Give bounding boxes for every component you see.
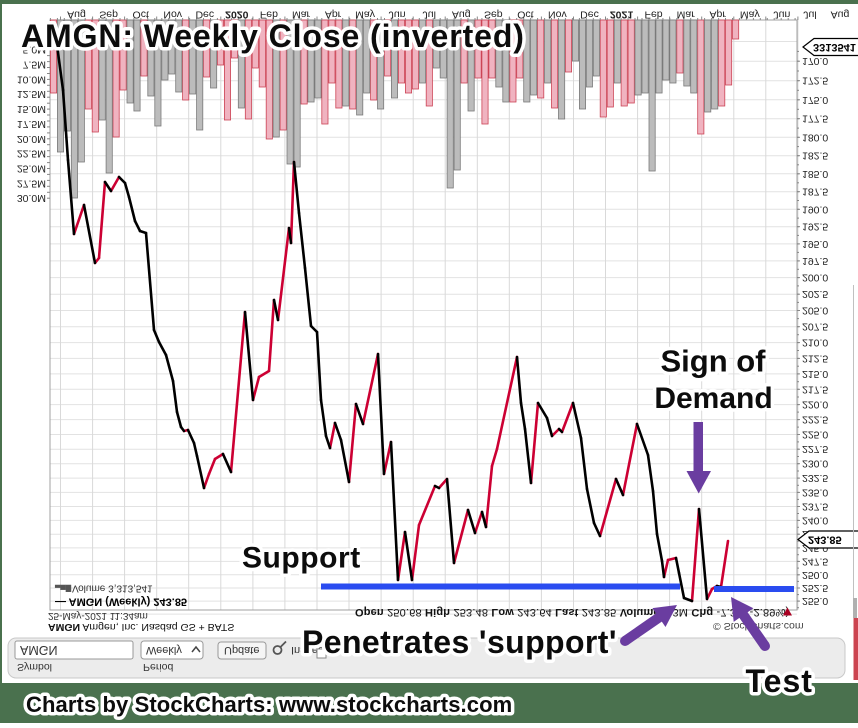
svg-text:202.5: 202.5 [802,288,828,300]
svg-text:AMGN Amgen, Inc. Nasdaq GS + B: AMGN Amgen, Inc. Nasdaq GS + BATS [48,621,234,633]
svg-text:205.0: 205.0 [802,305,828,317]
svg-text:182.5: 182.5 [802,150,828,162]
svg-text:195.0: 195.0 [802,238,828,250]
svg-text:200.0: 200.0 [802,272,828,284]
svg-text:3313541: 3313541 [813,41,856,53]
svg-text:2021: 2021 [610,9,634,21]
svg-text:212.5: 212.5 [802,352,828,364]
svg-text:Support: Support [242,542,361,575]
svg-text:230.0: 230.0 [802,458,828,470]
svg-text:175.0: 175.0 [802,94,828,106]
svg-text:252.5: 252.5 [802,582,828,594]
svg-text:220.0: 220.0 [802,399,828,411]
svg-text:Open 250.68 High 253.48 Low 24: Open 250.68 High 253.48 Low 243.64 Last … [355,606,789,618]
svg-text:235.0: 235.0 [802,486,828,498]
svg-text:Volume 3,313,541: Volume 3,313,541 [72,583,153,594]
svg-text:185.0: 185.0 [802,168,828,180]
svg-text:Charts by StockCharts: www.st: Charts by StockCharts: www.stockcharts.c… [26,692,512,717]
svg-text:— AMGN (Weekly) 243.85: — AMGN (Weekly) 243.85 [55,596,187,608]
svg-text:15.0M: 15.0M [17,103,46,115]
svg-text:Demand: Demand [654,382,772,415]
svg-text:Symbol: Symbol [17,661,52,673]
svg-text:225.0: 225.0 [802,429,828,441]
svg-text:180.0: 180.0 [802,131,828,143]
svg-text:Update: Update [224,644,259,656]
svg-text:Sign of: Sign of [660,344,766,379]
svg-text:Mar: Mar [677,9,696,21]
svg-text:Nov: Nov [548,9,567,21]
svg-text:227.5: 227.5 [802,443,828,455]
svg-text:237.5: 237.5 [802,501,828,513]
svg-text:17.5M: 17.5M [17,118,46,130]
svg-text:192.5: 192.5 [802,221,828,233]
svg-text:Jun: Jun [773,9,790,21]
svg-text:20.0M: 20.0M [17,133,46,145]
svg-text:172.5: 172.5 [802,75,828,87]
svg-text:12.5M: 12.5M [17,88,46,100]
svg-text:177.5: 177.5 [802,113,828,125]
svg-text:Period: Period [143,661,174,673]
svg-text:210.0: 210.0 [802,337,828,349]
svg-text:AMGN: AMGN [20,643,58,657]
svg-text:AMGN: Weekly Close (inverted): AMGN: Weekly Close (inverted) [21,18,525,54]
svg-text:Weekly: Weekly [146,644,182,656]
svg-text:Jul: Jul [803,9,816,21]
svg-text:197.5: 197.5 [802,255,828,267]
svg-text:30.0M: 30.0M [17,192,46,204]
svg-text:255.0: 255.0 [802,595,828,607]
svg-text:25-May-2021 11:34am: 25-May-2021 11:34am [48,610,148,621]
svg-text:7.5M: 7.5M [23,59,46,71]
svg-text:Test: Test [746,663,813,699]
svg-text:217.5: 217.5 [802,383,828,395]
svg-text:25.0M: 25.0M [17,163,46,175]
svg-text:240.0: 240.0 [802,514,828,526]
svg-text:207.5: 207.5 [802,321,828,333]
svg-text:▃▅▇: ▃▅▇ [54,585,72,593]
svg-text:May: May [740,9,761,21]
svg-text:Aug: Aug [831,9,850,21]
svg-text:190.0: 190.0 [802,203,828,215]
svg-text:10.0M: 10.0M [17,73,46,85]
svg-text:Apr: Apr [710,9,727,21]
svg-text:232.5: 232.5 [802,472,828,484]
svg-text:243.85: 243.85 [808,534,842,546]
svg-text:22.5M: 22.5M [17,148,46,160]
svg-text:Feb: Feb [645,9,663,21]
svg-text:247.5: 247.5 [802,555,828,567]
svg-text:250.0: 250.0 [802,569,828,581]
svg-text:Penetrates 'support': Penetrates 'support' [302,624,617,660]
svg-text:215.0: 215.0 [802,368,828,380]
svg-text:170.0: 170.0 [802,55,828,67]
svg-text:Dec: Dec [580,9,599,21]
svg-text:187.5: 187.5 [802,186,828,198]
svg-text:27.5M: 27.5M [17,177,46,189]
svg-text:222.5: 222.5 [802,414,828,426]
